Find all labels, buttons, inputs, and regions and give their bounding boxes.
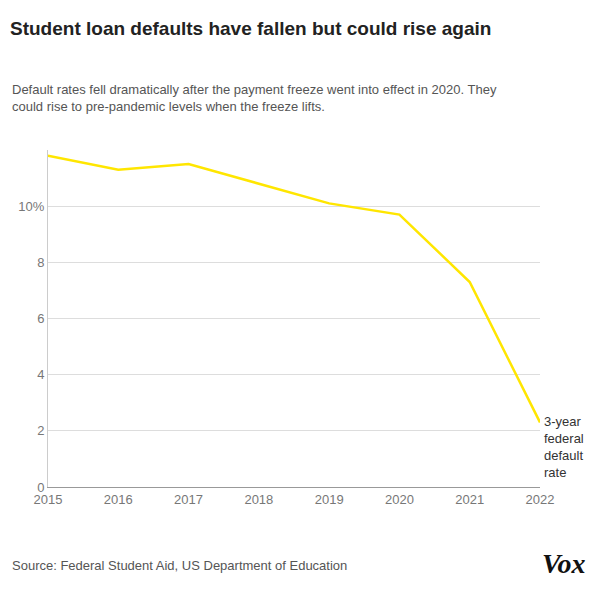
svg-text:Source: Federal Student Aid, U: Source: Federal Student Aid, US Departme… [12, 558, 347, 573]
svg-text:2021: 2021 [455, 492, 484, 507]
svg-text:0: 0 [37, 480, 44, 495]
svg-text:2020: 2020 [385, 492, 414, 507]
svg-text:2015: 2015 [34, 492, 63, 507]
svg-text:2016: 2016 [104, 492, 133, 507]
svg-text:Vox: Vox [542, 548, 586, 579]
svg-text:2: 2 [37, 423, 44, 438]
svg-text:4: 4 [37, 367, 44, 382]
svg-text:2019: 2019 [315, 492, 344, 507]
svg-text:Student loan defaults have fal: Student loan defaults have fallen but co… [10, 18, 491, 39]
svg-text:10%: 10% [18, 199, 44, 214]
svg-text:2022: 2022 [526, 492, 555, 507]
svg-text:2017: 2017 [174, 492, 203, 507]
svg-text:3-yearfederaldefaultrate: 3-yearfederaldefaultrate [544, 414, 584, 480]
svg-text:Default rates fell dramaticall: Default rates fell dramatically after th… [12, 82, 497, 114]
svg-text:6: 6 [37, 311, 44, 326]
svg-text:8: 8 [37, 255, 44, 270]
svg-text:2018: 2018 [244, 492, 273, 507]
